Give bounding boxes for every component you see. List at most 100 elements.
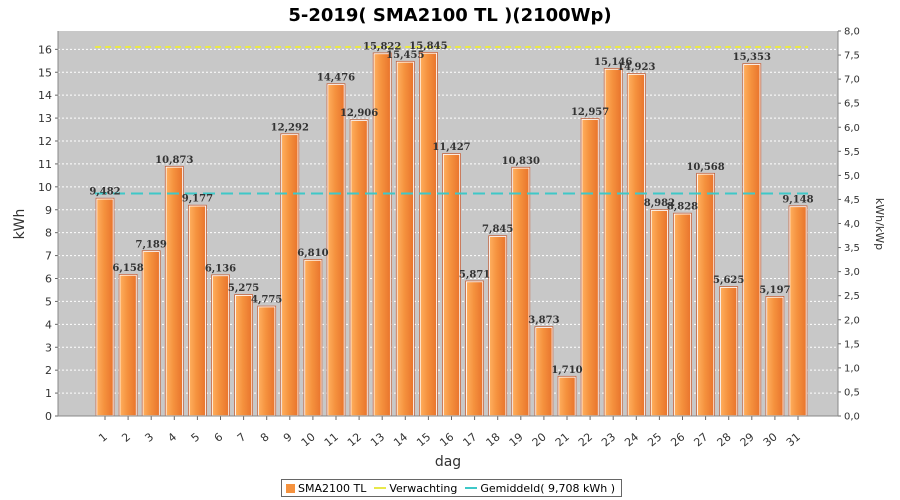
y-tick-label: 8: [45, 227, 52, 240]
x-tick-label: 5: [189, 430, 203, 444]
reference-lines: [95, 46, 808, 195]
x-tick-label: 11: [322, 430, 341, 449]
y-tick-label: 14: [38, 89, 52, 102]
x-axis-label: dag: [435, 454, 461, 470]
y2-tick-label: 8,0: [844, 27, 860, 38]
data-label: 15,822: [363, 41, 401, 52]
x-tick-label: 22: [576, 430, 595, 449]
bar: [650, 209, 669, 417]
data-label: 12,906: [340, 108, 378, 119]
y2-axis-ticks: 0,0 0,5 1,0 1,5 2,0 2,5 3,0 3,5 4,0 4,5 5,0 5,5 6,0 6…: [838, 27, 860, 423]
y2-tick-label: 5,5: [844, 147, 860, 158]
x-tick-label: 30: [761, 430, 780, 449]
data-label: 6,136: [205, 263, 236, 274]
y-tick-label: 13: [38, 112, 52, 125]
x-tick-label: 4: [166, 430, 180, 444]
x-tick-label: 9: [281, 430, 295, 444]
y-tick-label: 15: [38, 66, 52, 79]
data-label: 11,427: [432, 142, 470, 153]
data-label: 8,828: [667, 202, 698, 213]
bar: [673, 212, 692, 417]
data-label: 15,146: [594, 57, 632, 68]
bar: [280, 133, 300, 417]
y-tick-label: 11: [38, 158, 52, 171]
x-tick-label: 28: [715, 430, 734, 449]
data-label: 6,810: [297, 248, 328, 259]
x-tick-label: 7: [235, 430, 249, 444]
y-tick-label: 4: [45, 318, 52, 331]
x-tick-label: 20: [530, 430, 549, 449]
y2-tick-label: 1,5: [844, 339, 860, 350]
data-label: 15,845: [409, 41, 447, 52]
x-tick-label: 3: [142, 430, 156, 444]
legend-label: Verwachting: [389, 481, 458, 495]
x-tick-label: 15: [414, 430, 433, 449]
x-tick-label: 8: [258, 430, 272, 444]
legend: SMA2100 TL Verwachting Gemiddeld( 9,708 …: [281, 479, 623, 497]
legend-label: Gemiddeld( 9,708 kWh ): [480, 481, 616, 495]
bar: [419, 52, 438, 417]
legend-label: SMA2100 TL: [298, 481, 367, 495]
x-tick-label: 18: [484, 430, 503, 449]
y-tick-label: 12: [38, 135, 52, 148]
bar: [511, 167, 531, 417]
x-tick-label: 16: [437, 430, 456, 449]
bar: [396, 61, 415, 417]
bar: [742, 63, 762, 417]
y2-tick-label: 0,0: [844, 412, 860, 423]
data-label: 9,482: [89, 187, 120, 198]
y-tick-label: 0: [45, 410, 52, 423]
bar: [349, 119, 369, 417]
data-label: 3,873: [528, 315, 559, 326]
y-tick-label: 7: [45, 250, 52, 263]
x-tick-label: 26: [668, 430, 687, 449]
bar: [627, 73, 646, 417]
bar: [257, 305, 276, 417]
x-tick-label: 25: [645, 430, 664, 449]
bar: [534, 326, 554, 417]
y-tick-label: 9: [45, 204, 52, 217]
bar: [465, 280, 484, 417]
bar: [765, 296, 785, 417]
x-tick-label: 6: [212, 430, 226, 444]
data-label: 9,177: [182, 194, 213, 205]
y2-tick-label: 3,0: [844, 267, 860, 278]
x-tick-label: 13: [368, 430, 387, 449]
x-tick-label: 27: [691, 430, 710, 449]
y2-tick-label: 5,0: [844, 171, 860, 182]
y-tick-label: 1: [45, 387, 52, 400]
data-label: 7,845: [482, 224, 513, 235]
bar: [303, 259, 323, 417]
bar: [580, 118, 600, 417]
bar: [188, 204, 207, 417]
y2-tick-label: 1,0: [844, 363, 860, 374]
bar: [165, 166, 184, 417]
bar: [141, 250, 161, 417]
y-tick-label: 2: [45, 364, 52, 377]
y2-tick-label: 4,5: [844, 195, 860, 206]
y2-tick-label: 7,5: [844, 51, 860, 62]
y2-tick-label: 2,0: [844, 315, 860, 326]
data-label: 15,455: [386, 50, 424, 61]
data-label: 12,957: [571, 107, 609, 118]
x-tick-label: 1: [96, 430, 110, 444]
data-label: 5,625: [713, 275, 744, 286]
bar: [211, 274, 230, 417]
x-tick-label: 31: [784, 430, 803, 449]
y-tick-label: 3: [45, 341, 52, 354]
bar: [788, 205, 808, 417]
bar: [95, 197, 115, 417]
legend-item-production: SMA2100 TL: [286, 482, 366, 495]
data-label: 10,568: [686, 162, 724, 173]
y-axis-label: kWh: [12, 209, 28, 240]
y2-axis-label: kWh/kWp: [873, 198, 886, 250]
legend-swatch-expected-line: [374, 487, 387, 489]
data-label: 7,189: [136, 239, 167, 250]
y-tick-label: 6: [45, 273, 52, 286]
bar: [557, 376, 577, 417]
y2-tick-label: 3,5: [844, 243, 860, 254]
bar: [696, 173, 715, 417]
y2-tick-label: 2,5: [844, 291, 860, 302]
y-tick-label: 16: [38, 43, 52, 56]
y2-tick-label: 7,0: [844, 75, 860, 86]
